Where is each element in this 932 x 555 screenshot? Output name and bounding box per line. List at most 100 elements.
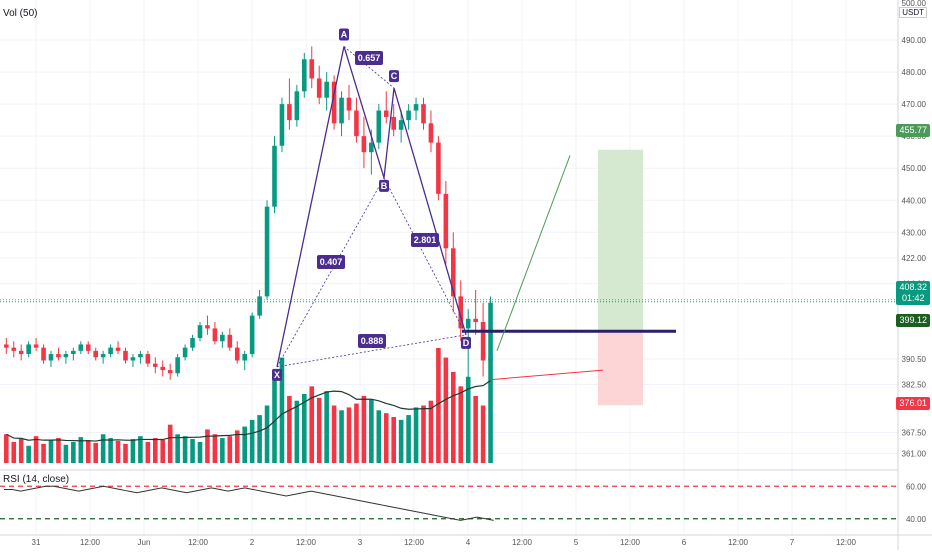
candle-body xyxy=(123,350,128,361)
volume-bar xyxy=(458,386,464,463)
time-axis[interactable]: 31 12:00 Jun 12:00 2 12:00 3 12:00 4 12:00 5 12:00 6… xyxy=(0,534,932,547)
candle-body xyxy=(205,325,210,329)
volume-bar xyxy=(302,394,307,463)
pattern-point-badge xyxy=(461,336,471,349)
time-tick-label: 4 xyxy=(466,538,471,547)
candle-body xyxy=(391,116,396,130)
pattern-point-badge xyxy=(379,179,389,192)
volume-bar xyxy=(85,440,91,463)
pattern-point-badge xyxy=(272,368,282,381)
countdown-timer: 01:42 xyxy=(901,293,925,303)
time-tick-label: 12:00 xyxy=(188,538,209,547)
candle-body xyxy=(100,354,106,358)
candle-body xyxy=(167,370,173,374)
pattern-point-badge xyxy=(389,70,399,83)
volume-bar xyxy=(398,419,404,463)
candle-body xyxy=(294,91,300,121)
stop-zone xyxy=(598,331,643,406)
candle-body xyxy=(138,354,143,358)
volume-bars xyxy=(4,348,493,463)
volume-bar xyxy=(190,439,195,463)
candle-body xyxy=(346,97,352,111)
time-tick-label: 6 xyxy=(682,538,687,547)
pattern-point-badge xyxy=(339,28,349,41)
candle-body xyxy=(398,120,404,130)
candle-body xyxy=(11,347,17,351)
rsi-line xyxy=(4,485,494,521)
volume-bar xyxy=(182,436,188,463)
time-tick-label: 12:00 xyxy=(728,538,749,547)
rsi-indicator-label[interactable]: RSI (14, close) xyxy=(3,474,70,485)
candle-body xyxy=(369,142,374,153)
volume-bar xyxy=(413,407,419,463)
volume-bar xyxy=(220,438,225,463)
candle-body xyxy=(56,354,61,358)
volume-bar xyxy=(160,440,166,463)
candle-body xyxy=(361,136,367,153)
time-tick-label: 31 xyxy=(32,538,41,547)
candle-body xyxy=(175,357,180,374)
volume-bar xyxy=(41,443,46,463)
ratio-badge xyxy=(317,255,345,269)
volume-bar xyxy=(406,415,411,463)
pattern-point-label: X xyxy=(274,370,280,380)
candle-body xyxy=(339,97,344,124)
volume-bar xyxy=(227,436,233,463)
candle-body xyxy=(26,344,31,355)
volume-bar xyxy=(93,442,98,463)
bd-dotted-line xyxy=(383,177,467,336)
candle-body xyxy=(458,296,464,329)
volume-bar xyxy=(78,437,84,463)
candle-body xyxy=(197,325,203,339)
volume-bar xyxy=(48,440,54,463)
rsi-pane: 60.00 40.00 xyxy=(0,469,927,524)
volume-bar xyxy=(234,430,240,463)
ratio-label: 0.888 xyxy=(361,336,384,346)
candle-body xyxy=(354,110,359,137)
volume-bar xyxy=(115,440,121,463)
drawing-overlays[interactable]: X A B C D 0.657 0.407 2.801 0.888 xyxy=(0,28,898,406)
time-tick-label: 7 xyxy=(790,538,795,547)
candle-body xyxy=(324,81,329,98)
volume-bar xyxy=(63,444,69,463)
candle-body xyxy=(78,344,84,351)
volume-indicator-label[interactable]: Vol (50) xyxy=(3,8,38,19)
candle-body xyxy=(33,344,39,348)
ratio-badge xyxy=(355,51,383,65)
candle-body xyxy=(227,334,233,348)
time-tick-label: Jun xyxy=(138,538,151,547)
candle-body xyxy=(279,104,285,146)
volume-bar xyxy=(443,357,449,463)
time-tick-label: 5 xyxy=(574,538,579,547)
time-tick-label: 12:00 xyxy=(836,538,857,547)
candle-body xyxy=(41,347,46,361)
stop-price-tag: 376.01 xyxy=(896,397,930,410)
ratio-badge xyxy=(411,233,439,247)
candle-body xyxy=(4,344,9,348)
candle-body xyxy=(130,357,136,361)
volume-bar xyxy=(331,405,337,463)
candle-body xyxy=(316,78,322,98)
candle-body xyxy=(160,366,166,371)
volume-bar xyxy=(205,429,210,463)
volume-bar xyxy=(167,424,173,463)
candle-body xyxy=(145,354,151,364)
volume-bar xyxy=(369,399,374,463)
volume-bar xyxy=(18,439,24,463)
volume-bar xyxy=(145,441,151,463)
currency-badge[interactable]: USDT xyxy=(899,7,927,18)
candle-body xyxy=(115,347,121,351)
volume-bar xyxy=(451,371,456,463)
volume-bar xyxy=(287,395,292,463)
volume-bar xyxy=(480,405,486,463)
price-axis[interactable]: 490.00480.00470.00460.00450.00440.00430.… xyxy=(897,0,927,550)
rsi-lower-label: 40.00 xyxy=(906,515,927,524)
time-tick-label: 12:00 xyxy=(80,538,101,547)
xb-dotted-line xyxy=(276,177,385,368)
volume-bar xyxy=(383,413,389,463)
volume-bar xyxy=(436,348,441,463)
candle-body xyxy=(383,110,389,117)
candle-body xyxy=(234,347,240,361)
